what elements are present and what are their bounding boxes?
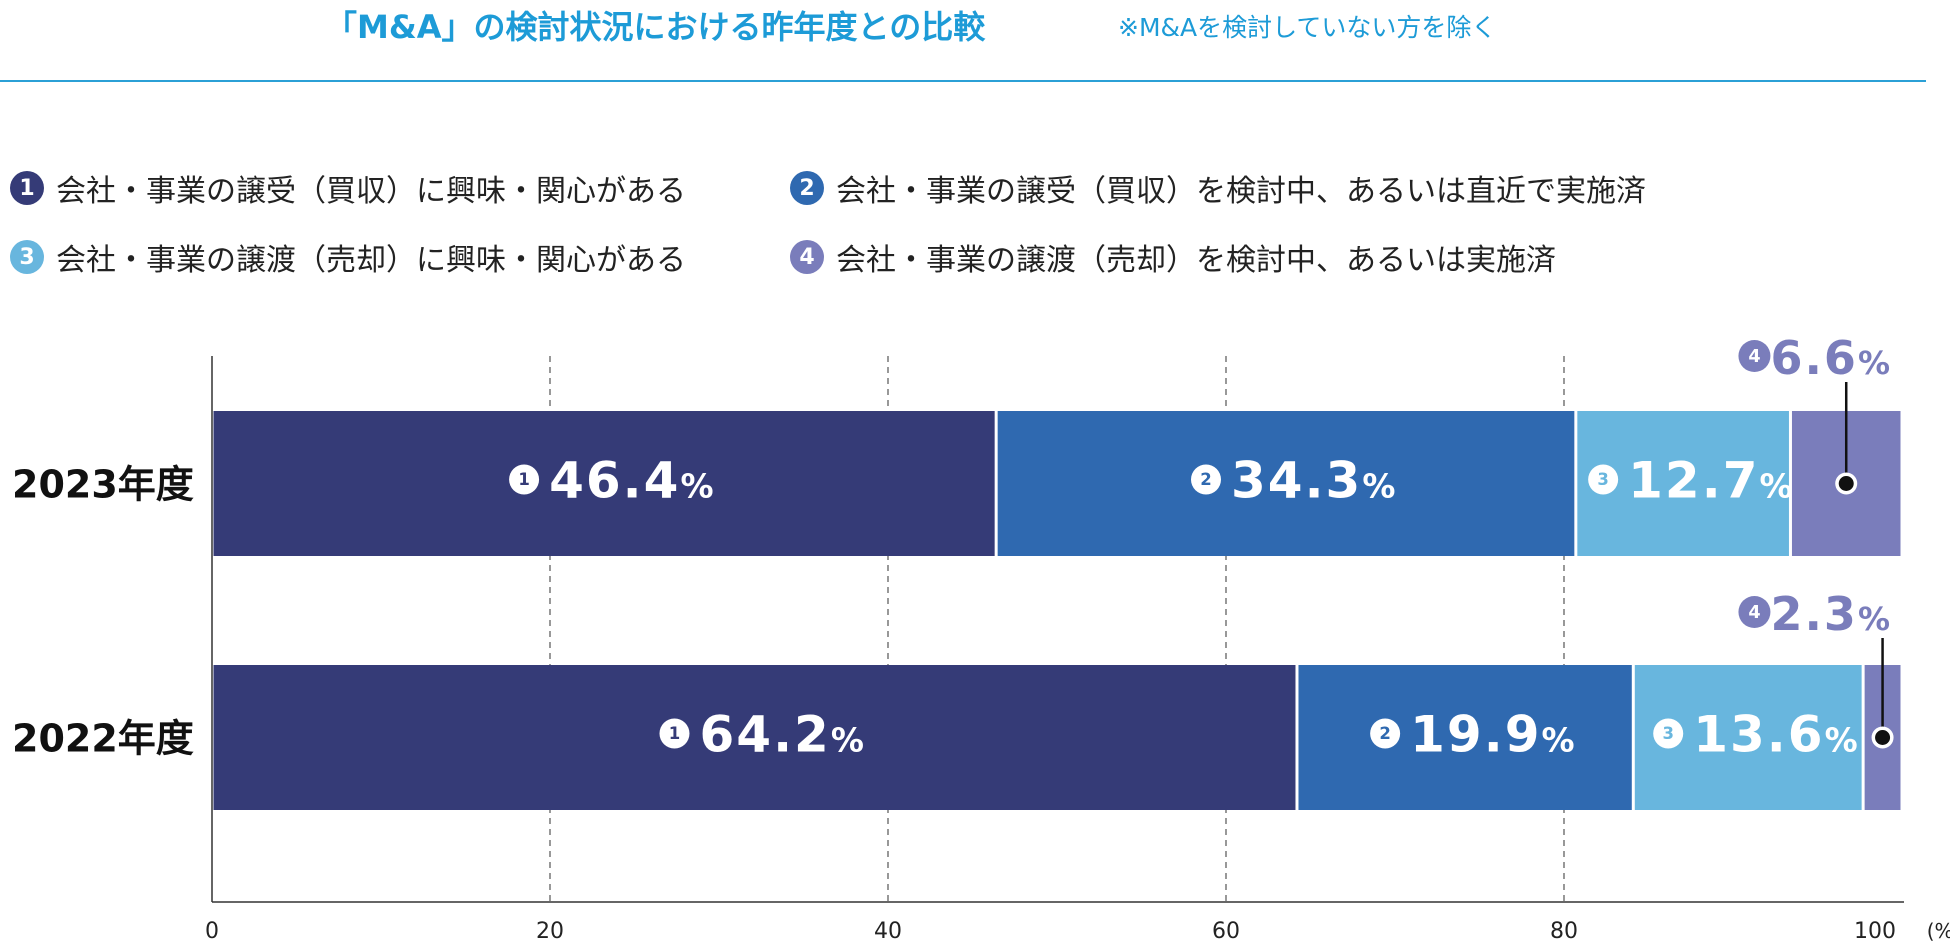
bar-2-segment-3-label: 13.6% — [1693, 706, 1859, 764]
bar-2-segment-2-marker-circle — [1370, 718, 1401, 749]
bar-2-segment-4-marker-circle — [1738, 596, 1771, 628]
bar-1-segment-4-dot — [1838, 476, 1854, 491]
x-tick-80: 80 — [1550, 919, 1578, 943]
bar-1-segment-1-marker-number: 1 — [518, 470, 529, 489]
x-tick-100: 100 — [1854, 919, 1896, 943]
bar-1-segment-2-marker-number: 2 — [1200, 470, 1211, 489]
bar-2-segment-3-marker-number: 3 — [1662, 724, 1673, 743]
bar-2-segment-1-marker-circle — [659, 718, 690, 749]
bar-1-segment-1-marker-circle — [509, 464, 540, 495]
x-tick-20: 20 — [536, 919, 564, 943]
category-label-2: 2022年度 — [12, 717, 194, 761]
bar-1-segment-2-marker-circle — [1190, 464, 1221, 495]
bar-2-segment-2 — [1298, 665, 1632, 810]
bar-1-segment-1 — [213, 411, 995, 556]
category-label-1: 2023年度 — [12, 463, 194, 507]
chart-header: 「M&A」の検討状況における昨年度との比較 ※M&Aを検討していない方を除く — [0, 0, 1926, 82]
bar-1-segment-3-label: 12.7% — [1628, 452, 1794, 510]
chart-title: 「M&A」の検討状況における昨年度との比較 — [325, 8, 986, 46]
bar-1-segment-3-marker-circle — [1588, 464, 1619, 495]
legend-item-4: 4 会社・事業の譲渡（売却）を検討中、あるいは実施済 — [790, 235, 1556, 279]
bar-2-segment-1-marker-number: 1 — [669, 724, 680, 743]
x-axis-unit: (%) — [1927, 919, 1950, 943]
legend-item-2: 2 会社・事業の譲受（買収）を検討中、あるいは直近で実施済 — [790, 166, 1646, 210]
bar-1-segment-4-marker-number: 4 — [1748, 347, 1760, 367]
legend-label-3: 会社・事業の譲渡（売却）に興味・関心がある — [56, 243, 686, 278]
bar-2-segment-4-label: 2.3% — [1770, 587, 1892, 641]
bar-1-segment-4-marker-circle — [1738, 340, 1771, 372]
legend-marker-1: 1 — [10, 171, 44, 205]
bar-1-segment-3-marker-number: 3 — [1597, 470, 1608, 489]
bar-2-segment-1-label: 64.2% — [699, 706, 865, 764]
x-tick-40: 40 — [874, 919, 902, 943]
bar-1-segment-2-label: 34.3% — [1231, 452, 1397, 510]
legend-item-3: 3 会社・事業の譲渡（売却）に興味・関心がある — [10, 235, 686, 279]
legend-item-1: 1 会社・事業の譲受（買収）に興味・関心がある — [10, 166, 686, 210]
bar-2-segment-3-marker-circle — [1653, 718, 1684, 749]
x-tick-0: 0 — [205, 919, 219, 943]
bar-2-segment-2-label: 19.9% — [1410, 706, 1576, 764]
bar-2-segment-1 — [213, 665, 1296, 810]
legend-marker-2: 2 — [790, 171, 824, 205]
bar-1-segment-4-label: 6.6% — [1770, 331, 1892, 385]
bar-2-segment-4-dot — [1875, 730, 1891, 745]
legend-label-4: 会社・事業の譲渡（売却）を検討中、あるいは実施済 — [836, 243, 1556, 278]
bar-1-segment-1-label: 46.4% — [549, 452, 715, 510]
bar-2-segment-4-marker-number: 4 — [1748, 603, 1760, 623]
bar-1-segment-2 — [997, 411, 1575, 556]
legend-label-1: 会社・事業の譲受（買収）に興味・関心がある — [56, 174, 686, 209]
legend-marker-4: 4 — [790, 240, 824, 274]
bar-2-segment-2-marker-number: 2 — [1379, 724, 1390, 743]
legend-marker-3: 3 — [10, 240, 44, 274]
x-tick-60: 60 — [1212, 919, 1240, 943]
chart-note: ※M&Aを検討していない方を除く — [1118, 13, 1497, 42]
legend-label-2: 会社・事業の譲受（買収）を検討中、あるいは直近で実施済 — [836, 174, 1646, 209]
